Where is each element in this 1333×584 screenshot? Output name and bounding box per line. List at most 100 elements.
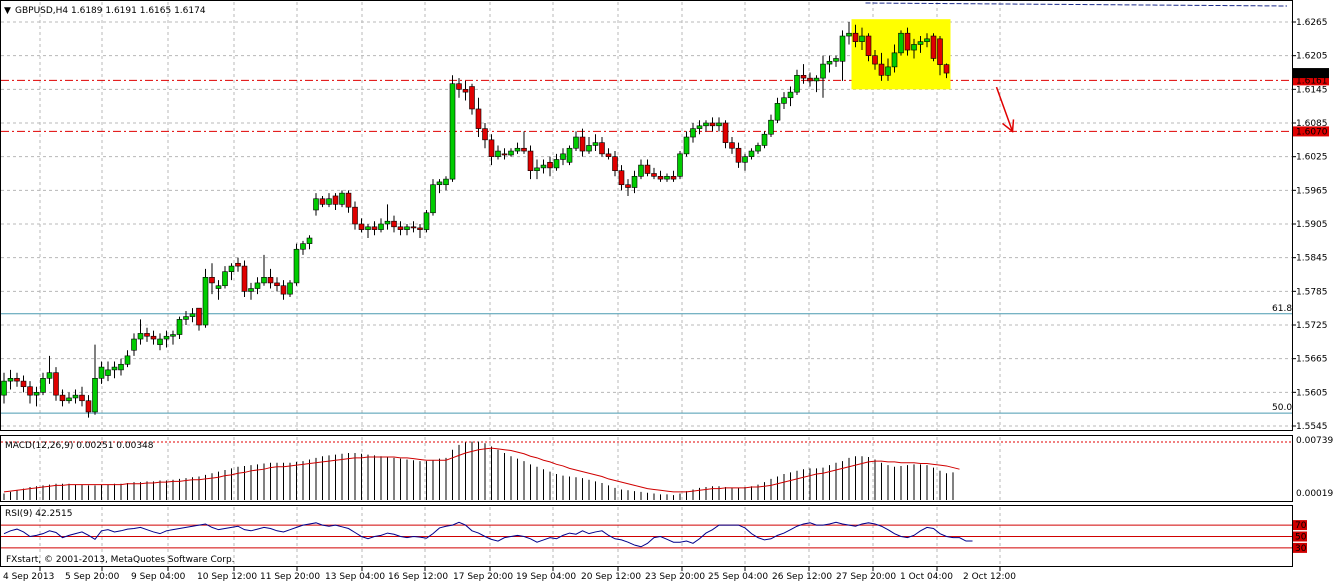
candle-body (98, 366, 105, 379)
macd-pane-frame (0, 435, 1293, 502)
candle-body (59, 394, 66, 402)
candle-body (462, 89, 469, 93)
candle-body (339, 192, 345, 205)
candle-body (859, 35, 865, 42)
candle-body (833, 58, 839, 62)
candle-body (66, 397, 72, 402)
candle-body (878, 63, 885, 76)
x-tick-label: 25 Sep 04:00 (708, 572, 768, 582)
candle-body (501, 153, 508, 156)
x-tick-label: 26 Sep 12:00 (772, 572, 832, 582)
y-tick-label: 1.6205 (1296, 52, 1328, 62)
x-tick-label: 16 Sep 12:00 (388, 572, 448, 582)
current-price-label: 1.6174 (1296, 69, 1328, 79)
candle-body (72, 394, 79, 399)
copyright-text: FXstart, © 2001-2013, MetaQuotes Softwar… (6, 555, 235, 565)
candle-body (410, 226, 417, 229)
candle-body (222, 271, 228, 287)
candle-body (768, 119, 774, 135)
y-tick-label: 1.6145 (1296, 85, 1328, 95)
candle-body (300, 243, 306, 250)
candle-body (534, 167, 540, 171)
candle-body (267, 277, 274, 284)
candle-body (495, 150, 501, 157)
rsi-level-label: 30 (1295, 544, 1307, 554)
candle-body (820, 63, 826, 79)
candle-body (443, 178, 449, 186)
rsi-level-label: 70 (1295, 521, 1307, 531)
candle-body (306, 237, 313, 244)
y-tick-label: 1.6025 (1296, 153, 1328, 163)
level-label-box (1293, 75, 1329, 86)
macd-tick-label: 0.00019 (1296, 489, 1333, 499)
candle-body (553, 159, 560, 169)
x-tick-label: 4 Sep 2013 (3, 572, 54, 582)
y-tick-label: 1.6265 (1296, 18, 1328, 28)
time-axis: 4 Sep 2013 5 Sep 20:00 9 Sep 04:00 10 Sep 1… (3, 567, 1016, 582)
candle-body (209, 277, 215, 284)
candle-body (326, 198, 332, 205)
candle-body (865, 35, 872, 56)
candle-body (404, 226, 410, 230)
candle-body (482, 128, 488, 141)
candle-body (729, 142, 735, 149)
y-tick-label: 1.5965 (1296, 186, 1328, 196)
candle-body (319, 198, 326, 205)
candle-body (261, 277, 267, 284)
x-tick-label: 20 Sep 12:00 (581, 572, 641, 582)
level-label-box (1293, 126, 1329, 137)
candle-body (488, 139, 495, 157)
candle-body (794, 75, 800, 93)
candle-body (592, 142, 599, 146)
candle-body (365, 226, 371, 230)
rsi-line (3, 521, 973, 548)
candle-body (33, 392, 40, 396)
candle-body (196, 307, 202, 326)
candle-body (313, 198, 319, 211)
candle-body (586, 145, 592, 152)
x-tick-label: 1 Oct 04:00 (900, 572, 953, 582)
y-tick-label: 1.5845 (1296, 254, 1328, 264)
candle-body (14, 378, 20, 382)
candle-body (800, 75, 807, 79)
candle-body (20, 380, 27, 388)
candle-body (852, 32, 859, 42)
candle-body (690, 128, 696, 138)
dropdown-triangle-icon[interactable]: ▼ (4, 6, 11, 16)
candle-body (709, 122, 716, 127)
candle-body (417, 227, 423, 230)
candle-body (137, 333, 144, 340)
macd-signal-line (3, 447, 960, 493)
candle-body (456, 83, 462, 90)
candle-body (722, 122, 729, 143)
candle-body (157, 338, 163, 345)
candle-body (430, 184, 436, 214)
candle-body (371, 226, 378, 230)
x-tick-label: 9 Sep 04:00 (131, 572, 186, 582)
candle-body (85, 400, 92, 413)
candle-body (566, 147, 573, 163)
candle-body (79, 394, 85, 402)
candle-body (761, 133, 768, 146)
candle-body (677, 153, 683, 177)
candle-body (384, 220, 391, 225)
candle-body (839, 35, 846, 62)
candle-body (293, 248, 300, 284)
candle-body (254, 282, 261, 289)
candle-body (274, 282, 280, 287)
candle-body (618, 170, 625, 186)
candle-body (241, 265, 248, 292)
candle-body (638, 164, 644, 177)
candle-body (787, 91, 794, 99)
candle-body (943, 64, 950, 74)
candle-body (332, 195, 339, 205)
candle-body (397, 226, 404, 230)
candle-body (904, 32, 911, 51)
candle-body (664, 176, 670, 180)
candle-body (202, 277, 209, 326)
candle-body (937, 38, 943, 65)
candle-body (514, 147, 521, 152)
candle-body (521, 147, 527, 152)
candle-body (1, 380, 7, 396)
